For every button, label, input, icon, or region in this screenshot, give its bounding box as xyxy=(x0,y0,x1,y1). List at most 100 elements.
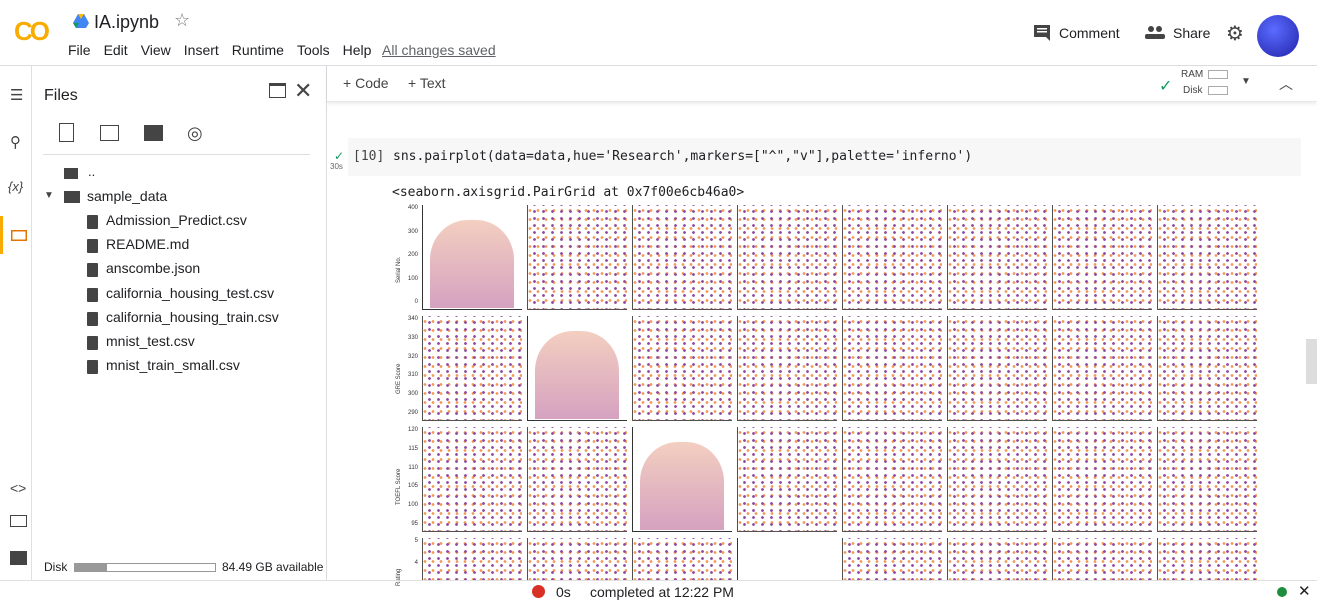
disk-bar-toolbar xyxy=(1208,86,1228,95)
y-tick-label: 290 xyxy=(407,410,418,416)
code-text: sns.pairplot(data=data,hue='Research',ma… xyxy=(393,149,973,164)
file-name[interactable]: Admission_Predict.csv xyxy=(106,212,247,228)
menu-item[interactable]: View xyxy=(140,42,171,58)
hide-icon[interactable]: ◎ xyxy=(187,123,203,143)
settings-icon[interactable]: ⚙ xyxy=(1226,23,1244,45)
avatar[interactable] xyxy=(1257,15,1299,57)
scatter-panel xyxy=(422,316,522,421)
star-icon[interactable]: ☆ xyxy=(174,10,191,30)
menu-item[interactable]: File xyxy=(68,42,91,58)
disk-available: 84.49 GB available xyxy=(222,560,324,574)
upload-icon[interactable] xyxy=(59,123,74,142)
file-name[interactable]: mnist_test.csv xyxy=(106,333,195,349)
scatter-panel xyxy=(422,538,522,580)
y-tick-label: 95 xyxy=(411,521,418,527)
search-icon[interactable]: ⚲ xyxy=(10,134,21,151)
add-code-label: Code xyxy=(355,75,389,91)
toolbar: + Code + Text ✓ RAM Disk ▼ ︿ xyxy=(327,66,1317,102)
scatter-panel xyxy=(842,427,942,532)
scatter-panel xyxy=(1157,538,1257,580)
toc-icon[interactable]: ☰ xyxy=(10,87,24,104)
drive-mount-icon[interactable] xyxy=(144,125,163,141)
divider xyxy=(43,154,310,155)
variables-icon[interactable]: {x} xyxy=(8,179,24,194)
menu-item[interactable]: Help xyxy=(342,42,372,58)
y-tick-label: 300 xyxy=(407,228,418,235)
file-icon xyxy=(87,239,98,254)
menu-item[interactable]: Runtime xyxy=(231,42,284,58)
terminal-icon[interactable] xyxy=(10,551,27,565)
diagonal-panel xyxy=(422,205,522,310)
menu-item[interactable]: Edit xyxy=(103,42,128,58)
file-name[interactable]: README.md xyxy=(106,236,190,253)
scatter-panel xyxy=(527,427,627,532)
collapse-button[interactable]: ︿ xyxy=(1279,76,1293,92)
sidebar-title: Files xyxy=(44,87,78,104)
file-name[interactable]: california_housing_train.csv xyxy=(106,308,279,325)
add-code-button[interactable]: + Code xyxy=(343,75,389,91)
connection-dot xyxy=(1277,587,1287,597)
y-tick-label: 300 xyxy=(407,391,418,398)
file-icon xyxy=(87,215,98,229)
icon-strip: ☰ ⚲ {x} <> xyxy=(0,66,32,580)
palette-icon[interactable] xyxy=(10,515,27,527)
notebook-title[interactable]: IA.ipynb xyxy=(94,12,160,32)
scatter-panel xyxy=(1157,205,1257,310)
comment-button[interactable]: Comment xyxy=(1059,25,1120,41)
y-tick-label: 400 xyxy=(407,205,418,211)
disk-label-toolbar: Disk xyxy=(1183,85,1203,96)
file-name[interactable]: mnist_train_small.csv xyxy=(106,357,240,374)
run-time: 30s xyxy=(330,162,343,171)
share-button[interactable]: Share xyxy=(1173,25,1211,41)
status-bar: 0s completed at 12:22 PM ✕ xyxy=(0,580,1317,603)
y-tick-label: 310 xyxy=(407,372,418,379)
logo[interactable]: CO xyxy=(14,16,50,46)
save-status[interactable]: All changes saved xyxy=(382,42,496,58)
scatter-panel xyxy=(1052,316,1152,421)
add-text-button[interactable]: + Text xyxy=(408,75,446,91)
refresh-icon[interactable] xyxy=(100,125,119,141)
scatter-panel xyxy=(737,427,837,532)
code-cell[interactable]: [10] sns.pairplot(data=data,hue='Researc… xyxy=(348,138,1301,176)
close-status[interactable]: ✕ xyxy=(1298,583,1311,600)
header: CO IA.ipynb ☆ File Edit View Insert Runtime T… xyxy=(0,0,1317,66)
parent-folder[interactable]: .. xyxy=(88,164,96,179)
active-indicator xyxy=(0,216,3,254)
menu-bar: File Edit View Insert Runtime Tools Help xyxy=(68,42,371,58)
new-tab-icon[interactable] xyxy=(269,83,286,98)
disk-bar xyxy=(74,563,216,572)
scrollbar[interactable] xyxy=(1306,339,1317,384)
close-icon[interactable]: ✕ xyxy=(294,78,313,103)
kde-area xyxy=(535,331,619,419)
expand-arrow[interactable]: ▼ xyxy=(44,190,54,201)
folder-up-icon xyxy=(64,168,78,179)
y-tick-label: 105 xyxy=(407,483,418,490)
comment-icon xyxy=(1034,25,1050,41)
menu-item[interactable]: Tools xyxy=(296,42,330,58)
scatter-panel xyxy=(1052,538,1152,580)
folder-name[interactable]: sample_data xyxy=(87,188,168,204)
y-tick-label: 100 xyxy=(407,502,418,509)
kde-area xyxy=(640,442,724,530)
error-icon xyxy=(532,585,545,598)
notebook-area: + Code + Text ✓ RAM Disk ▼ ︿ ✓ 30s [10] … xyxy=(327,66,1317,580)
file-name[interactable]: california_housing_test.csv xyxy=(106,284,275,301)
file-icon xyxy=(87,311,98,326)
run-check: ✓ xyxy=(334,149,345,163)
exec-count: [10] xyxy=(353,149,385,164)
y-tick-label: 5 xyxy=(414,538,418,544)
y-tick-label: 120 xyxy=(407,427,418,433)
scatter-panel xyxy=(842,205,942,310)
snippets-icon[interactable]: <> xyxy=(10,480,27,496)
files-tab-icon[interactable] xyxy=(11,229,27,241)
scatter-panel xyxy=(1157,316,1257,421)
file-name[interactable]: anscombe.json xyxy=(106,260,201,277)
y-tick-label: 340 xyxy=(407,316,418,322)
kde-area xyxy=(430,220,514,308)
folder-icon xyxy=(64,191,80,203)
scatter-panel xyxy=(842,538,942,580)
resources-dropdown[interactable]: ▼ xyxy=(1241,76,1251,87)
menu-item[interactable]: Insert xyxy=(183,42,219,58)
output-text: <seaborn.axisgrid.PairGrid at 0x7f00e6cb… xyxy=(392,185,745,200)
